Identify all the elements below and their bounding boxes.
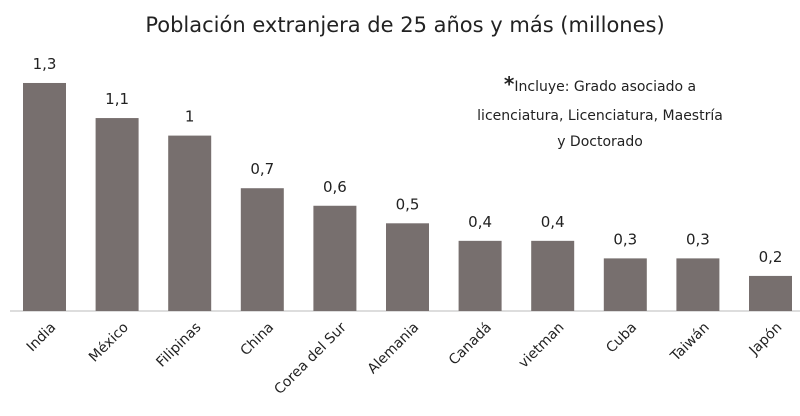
x-tick-label: Canadá — [446, 320, 495, 369]
bar — [386, 223, 429, 311]
annotation-mark: * — [504, 72, 515, 96]
value-label: 0,4 — [541, 213, 565, 231]
value-label: 0,5 — [396, 195, 420, 213]
bar — [240, 188, 284, 311]
annotation-line: licenciatura, Licenciatura, Maestría — [477, 108, 723, 124]
value-label: 0,3 — [686, 230, 710, 248]
value-label: 1,1 — [105, 90, 129, 108]
value-label: 0,7 — [250, 160, 274, 178]
x-tick-label: Alemania — [365, 320, 423, 378]
x-tick-label: Filipinas — [153, 320, 204, 371]
x-tick-label: Japón — [746, 320, 786, 360]
bar — [749, 275, 792, 311]
bar — [168, 135, 212, 311]
bar — [531, 240, 575, 311]
bar — [313, 205, 357, 311]
x-tick-label: vietman — [516, 320, 568, 372]
x-tick-label: Taiwán — [667, 320, 713, 366]
value-label: 0,3 — [613, 230, 637, 248]
bar — [458, 240, 502, 311]
x-tick-label: México — [86, 320, 132, 366]
annotation-line: y Doctorado — [557, 134, 643, 150]
bar — [603, 258, 647, 311]
x-tick-label: Cuba — [603, 320, 640, 357]
x-tick-label: China — [238, 320, 278, 360]
value-label: 1,3 — [33, 55, 57, 73]
value-label: 0,2 — [759, 248, 783, 266]
bar — [23, 82, 66, 311]
annotation: *Incluye: Grado asociado a — [504, 72, 696, 96]
annotation-line: Incluye: Grado asociado a — [514, 79, 696, 95]
x-tick-label: Corea del Sur — [271, 319, 350, 398]
chart-title: Población extranjera de 25 años y más (m… — [145, 13, 664, 37]
bar — [676, 258, 720, 311]
value-label: 0,4 — [468, 213, 492, 231]
x-tick-label: India — [24, 320, 60, 356]
bar — [95, 118, 139, 311]
value-label: 1 — [185, 108, 195, 126]
value-label: 0,6 — [323, 178, 347, 196]
